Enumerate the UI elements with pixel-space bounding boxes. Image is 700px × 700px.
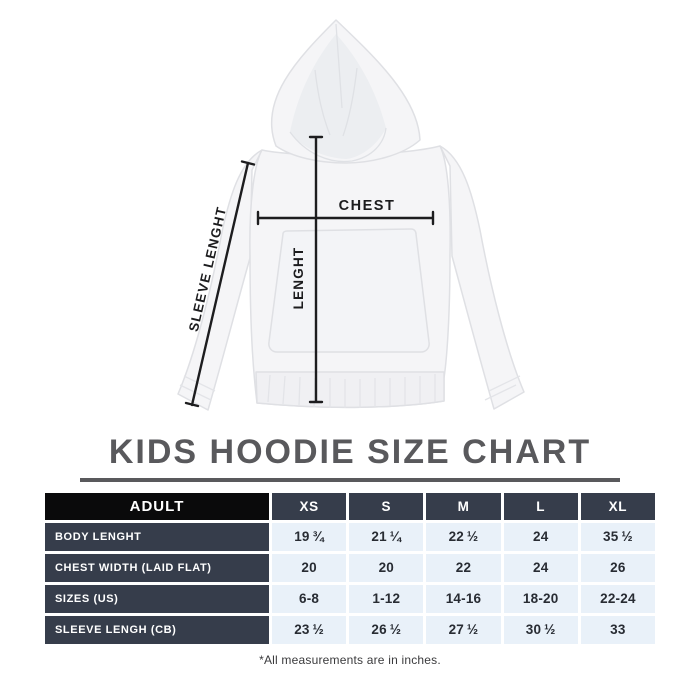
table-header-s: S — [349, 493, 424, 520]
hood-seam — [335, 23, 343, 109]
row-label-chest-width: CHEST WIDTH (LAID FLAT) — [45, 554, 269, 582]
hoodie-illustration: CHEST LENGHT SLEEVE LENGHT — [177, 19, 525, 411]
hood-folds — [289, 67, 387, 163]
table-cell: 6-8 — [272, 585, 347, 613]
hoodie-right-sleeve — [439, 145, 525, 410]
table-cell: 14-16 — [426, 585, 501, 613]
table-header-adult: ADULT — [45, 493, 269, 520]
size-table: ADULT XS S M L XL BODY LENGHT 19 ¾ 21 ¼ … — [45, 493, 655, 644]
table-cell: 30 ½ — [503, 616, 578, 644]
table-header-xl: XL — [580, 493, 655, 520]
hoodie-hem — [255, 371, 445, 409]
table-cell: 24 — [503, 554, 578, 582]
table-cell: 23 ½ — [272, 616, 347, 644]
table-cell: 18-20 — [503, 585, 578, 613]
table-cell: 27 ½ — [426, 616, 501, 644]
table-cell: 35 ½ — [580, 523, 655, 551]
row-label-body-lenght: BODY LENGHT — [45, 523, 269, 551]
chest-label: CHEST — [339, 198, 396, 214]
length-measure-line — [308, 135, 324, 404]
table-cell: 26 ½ — [349, 616, 424, 644]
table-cell: 22-24 — [580, 585, 655, 613]
hoodie-pocket — [268, 228, 430, 353]
table-cell: 22 ½ — [426, 523, 501, 551]
table-cell: 19 ¾ — [272, 523, 347, 551]
footnote: *All measurements are in inches. — [259, 653, 441, 667]
length-label: LENGHT — [291, 247, 306, 310]
table-cell: 33 — [580, 616, 655, 644]
hoodie-hood-inner — [290, 34, 386, 159]
table-cell: 20 — [272, 554, 347, 582]
table-cell: 1-12 — [349, 585, 424, 613]
table-header-l: L — [503, 493, 578, 520]
title-block: KIDS HOODIE SIZE CHART — [80, 433, 620, 482]
table-header-m: M — [426, 493, 501, 520]
page-title: KIDS HOODIE SIZE CHART — [108, 433, 592, 471]
row-label-sleeve-lengh: SLEEVE LENGH (CB) — [45, 616, 269, 644]
table-cell: 21 ¼ — [349, 523, 424, 551]
table-header-xs: XS — [272, 493, 347, 520]
table-cell: 20 — [349, 554, 424, 582]
row-label-sizes-us: SIZES (US) — [45, 585, 269, 613]
table-cell: 22 — [426, 554, 501, 582]
table-cell: 24 — [503, 523, 578, 551]
sleeve-measure-line — [184, 160, 256, 408]
chest-measure-line — [256, 210, 435, 226]
table-cell: 26 — [580, 554, 655, 582]
hem-ribs — [267, 374, 436, 408]
